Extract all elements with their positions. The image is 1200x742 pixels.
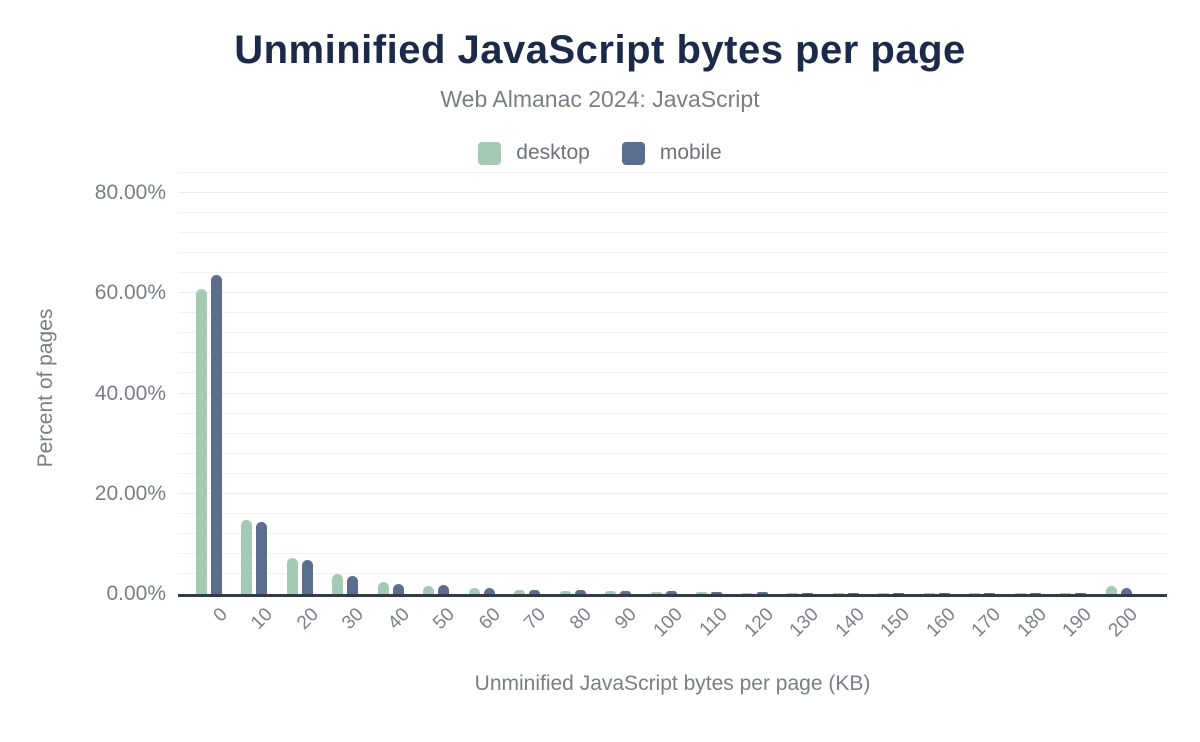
legend-item-desktop[interactable]: desktop: [478, 141, 590, 165]
gridline-4: [178, 572, 1167, 574]
bar-desktop-180[interactable]: [1014, 592, 1026, 594]
bar-mobile-20[interactable]: [301, 560, 313, 594]
gridline-16: [178, 512, 1167, 514]
bar-mobile-100[interactable]: [665, 591, 677, 594]
bar-desktop-130[interactable]: [787, 592, 799, 594]
plot-area: [178, 168, 1167, 597]
chart-title: Unminified JavaScript bytes per page: [234, 28, 966, 72]
bar-mobile-30[interactable]: [347, 576, 359, 594]
chart-subtitle: Web Almanac 2024: JavaScript: [440, 86, 760, 112]
bar-mobile-110[interactable]: [711, 592, 723, 594]
bar-mobile-130[interactable]: [802, 592, 814, 594]
bar-desktop-10[interactable]: [241, 519, 253, 594]
legend-label-mobile: mobile: [659, 141, 722, 164]
gridline-28: [178, 452, 1167, 454]
bar-desktop-0[interactable]: [195, 288, 207, 594]
gridline-36: [178, 412, 1167, 414]
bar-desktop-120[interactable]: [741, 592, 753, 594]
bar-mobile-190[interactable]: [1075, 592, 1087, 594]
bar-mobile-120[interactable]: [756, 592, 768, 594]
bar-desktop-20[interactable]: [286, 557, 298, 594]
x-axis-title: Unminified JavaScript bytes per page (KB…: [474, 672, 871, 695]
gridline-44: [178, 372, 1167, 374]
gridline-68: [178, 252, 1167, 254]
y-tick-label-40: 40.00%: [94, 381, 166, 405]
bar-mobile-10[interactable]: [256, 522, 268, 594]
y-tick-label-0: 0.00%: [106, 582, 166, 605]
bar-mobile-40[interactable]: [392, 583, 404, 594]
bar-mobile-80[interactable]: [574, 590, 586, 594]
gridline-72: [178, 232, 1167, 234]
bar-mobile-160[interactable]: [938, 592, 950, 594]
gridline-32: [178, 432, 1167, 434]
bar-desktop-170[interactable]: [969, 592, 981, 594]
desktop-swatch-icon: [478, 141, 502, 165]
bar-mobile-70[interactable]: [529, 589, 541, 594]
bar-mobile-90[interactable]: [620, 591, 632, 594]
gridline-76: [178, 212, 1167, 214]
bar-desktop-80[interactable]: [559, 590, 571, 594]
bar-desktop-100[interactable]: [650, 591, 662, 594]
bar-desktop-90[interactable]: [605, 591, 617, 594]
legend-label-desktop: desktop: [516, 141, 590, 164]
gridline-8: [178, 552, 1167, 554]
gridline-20: [178, 492, 1167, 494]
bar-mobile-0[interactable]: [210, 274, 222, 594]
bar-desktop-30[interactable]: [332, 574, 344, 594]
bar-mobile-150[interactable]: [893, 592, 905, 594]
bar-mobile-170[interactable]: [984, 592, 996, 594]
bar-desktop-70[interactable]: [514, 589, 526, 594]
gridline-24: [178, 472, 1167, 474]
bar-mobile-200[interactable]: [1121, 588, 1132, 594]
y-tick-label-80: 80.00%: [94, 181, 166, 205]
legend-item-mobile[interactable]: mobile: [621, 141, 722, 165]
bar-mobile-180[interactable]: [1029, 592, 1041, 594]
y-tick-label-20: 20.00%: [94, 481, 166, 505]
gridline-40: [178, 392, 1167, 394]
gridline-80: [178, 192, 1167, 194]
gridline-64: [178, 272, 1167, 274]
gridline-56: [178, 312, 1167, 314]
bar-desktop-150[interactable]: [878, 592, 890, 594]
legend: desktop mobile: [0, 139, 1200, 167]
bar-desktop-160[interactable]: [923, 592, 935, 594]
bar-desktop-140[interactable]: [832, 592, 844, 594]
gridline-12: [178, 532, 1167, 534]
bar-desktop-40[interactable]: [377, 582, 389, 594]
gridline-60: [178, 292, 1167, 294]
gridline-52: [178, 332, 1167, 334]
bar-mobile-50[interactable]: [438, 585, 450, 594]
bar-mobile-140[interactable]: [847, 592, 859, 594]
y-tick-label-60: 60.00%: [94, 281, 166, 305]
bar-desktop-50[interactable]: [423, 585, 435, 594]
bar-desktop-200[interactable]: [1106, 585, 1117, 594]
gridline-48: [178, 352, 1167, 354]
bar-desktop-190[interactable]: [1060, 592, 1072, 594]
bar-mobile-60[interactable]: [483, 588, 495, 594]
mobile-swatch-icon: [621, 141, 645, 165]
bar-desktop-110[interactable]: [696, 592, 708, 594]
bar-desktop-60[interactable]: [468, 588, 480, 594]
gridline-84: [178, 172, 1167, 174]
